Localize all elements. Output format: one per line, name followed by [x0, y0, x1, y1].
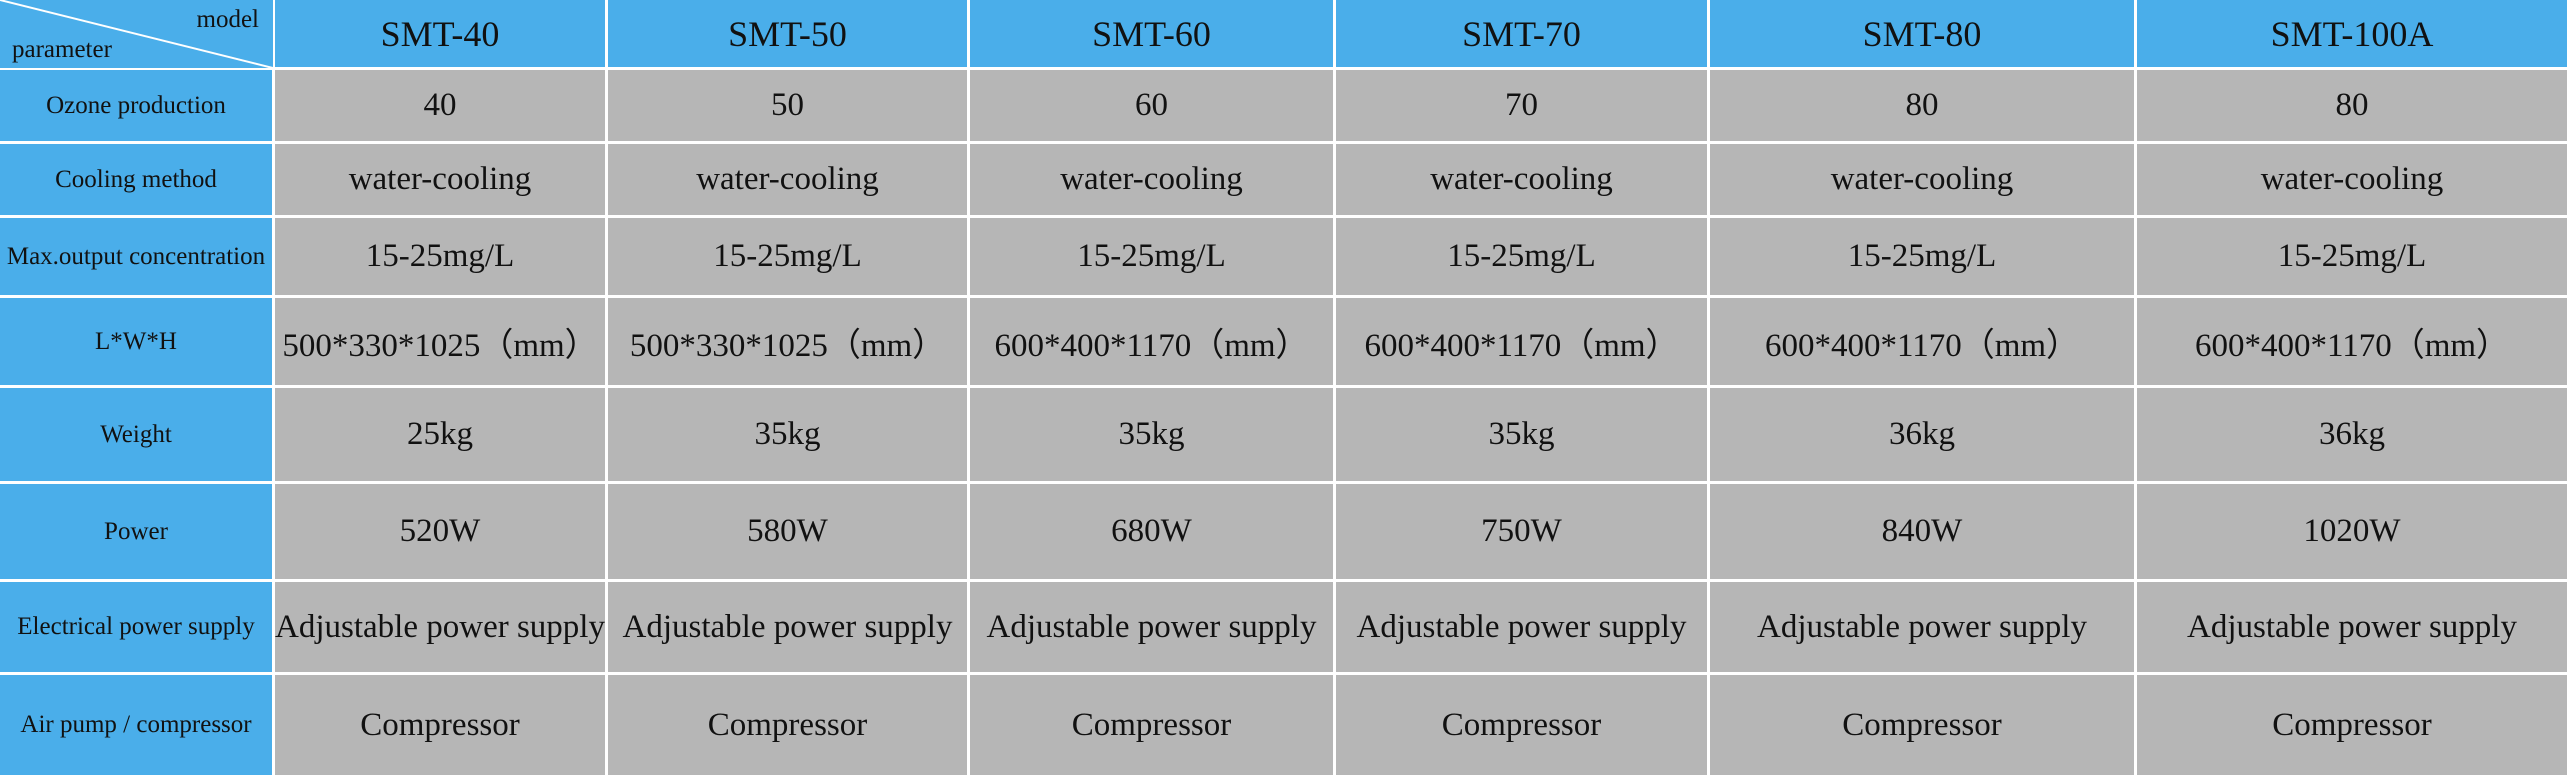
table-cell: water-cooling	[2137, 144, 2567, 215]
table-cell: 15-25mg/L	[970, 218, 1333, 295]
column-header: SMT-50	[608, 0, 967, 67]
row-label: Weight	[0, 388, 272, 481]
table-cell: 70	[1336, 70, 1707, 141]
table-cell: 580W	[608, 484, 967, 579]
row-label: Electrical power supply	[0, 582, 272, 672]
table-cell: 35kg	[1336, 388, 1707, 481]
table-cell: 840W	[1710, 484, 2134, 579]
corner-bottom: parameter	[12, 36, 112, 63]
table-cell: 15-25mg/L	[1710, 218, 2134, 295]
table-cell: Compressor	[1710, 675, 2134, 775]
row-label: Cooling method	[0, 144, 272, 215]
table-cell: 600*400*1170（mm）	[2137, 298, 2567, 385]
table-cell: 50	[608, 70, 967, 141]
row-label: Ozone production	[0, 70, 272, 141]
table-cell: Adjustable power supply	[2137, 582, 2567, 672]
table-cell: water-cooling	[608, 144, 967, 215]
table-cell: 15-25mg/L	[608, 218, 967, 295]
table-cell: 600*400*1170（mm）	[970, 298, 1333, 385]
table-cell: 600*400*1170（mm）	[1336, 298, 1707, 385]
corner-diagonal	[0, 0, 273, 68]
table-cell: 680W	[970, 484, 1333, 579]
table-cell: Compressor	[2137, 675, 2567, 775]
table-cell: Adjustable power supply	[970, 582, 1333, 672]
table-cell: water-cooling	[1336, 144, 1707, 215]
row-label: Power	[0, 484, 272, 579]
table-cell: 36kg	[2137, 388, 2567, 481]
table-cell: 520W	[275, 484, 605, 579]
table-cell: Adjustable power supply	[608, 582, 967, 672]
table-cell: 15-25mg/L	[275, 218, 605, 295]
table-cell: 15-25mg/L	[2137, 218, 2567, 295]
table-cell: 80	[1710, 70, 2134, 141]
table-cell: 25kg	[275, 388, 605, 481]
column-header: SMT-60	[970, 0, 1333, 67]
column-header: SMT-100A	[2137, 0, 2567, 67]
row-label: Max.output concentration	[0, 218, 272, 295]
table-cell: 750W	[1336, 484, 1707, 579]
table-cell: 35kg	[608, 388, 967, 481]
table-cell: Adjustable power supply	[1710, 582, 2134, 672]
column-header: SMT-70	[1336, 0, 1707, 67]
table-cell: 15-25mg/L	[1336, 218, 1707, 295]
table-cell: Compressor	[1336, 675, 1707, 775]
table-cell: 35kg	[970, 388, 1333, 481]
row-label: L*W*H	[0, 298, 272, 385]
table-cell: 80	[2137, 70, 2567, 141]
table-cell: 60	[970, 70, 1333, 141]
table-cell: Adjustable power supply	[1336, 582, 1707, 672]
table-cell: 1020W	[2137, 484, 2567, 579]
table-cell: water-cooling	[275, 144, 605, 215]
table-cell: 40	[275, 70, 605, 141]
table-cell: Compressor	[970, 675, 1333, 775]
table-cell: Compressor	[275, 675, 605, 775]
column-header: SMT-40	[275, 0, 605, 67]
table-cell: 600*400*1170（mm）	[1710, 298, 2134, 385]
corner-top: model	[196, 6, 260, 33]
table-cell: 500*330*1025（mm）	[275, 298, 605, 385]
table-cell: Adjustable power supply	[275, 582, 605, 672]
table-cell: Compressor	[608, 675, 967, 775]
corner-cell: model parameter	[0, 0, 273, 68]
column-header: SMT-80	[1710, 0, 2134, 67]
table-cell: 500*330*1025（mm）	[608, 298, 967, 385]
table-cell: 36kg	[1710, 388, 2134, 481]
table-cell: water-cooling	[970, 144, 1333, 215]
row-label: Air pump / compressor	[0, 675, 272, 775]
table-cell: water-cooling	[1710, 144, 2134, 215]
